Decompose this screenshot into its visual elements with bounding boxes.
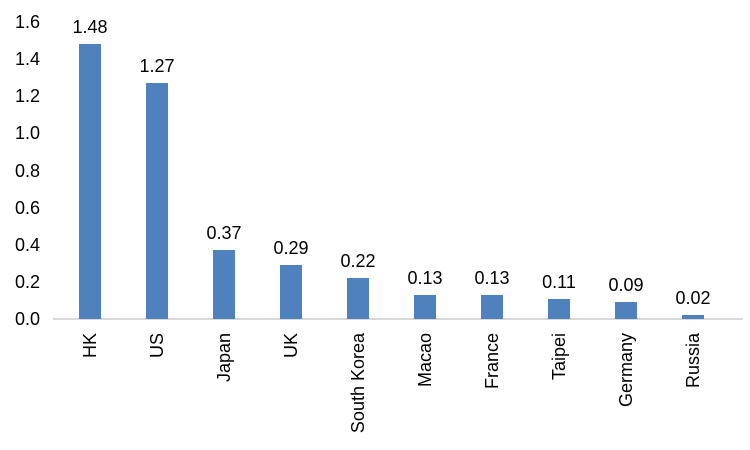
x-axis-label: Russia bbox=[683, 333, 703, 389]
y-tick-label: 1.2 bbox=[14, 86, 40, 107]
bar bbox=[213, 250, 235, 319]
x-axis-label: US bbox=[147, 333, 167, 359]
bar bbox=[548, 299, 570, 319]
x-axis-label: UK bbox=[281, 333, 301, 359]
bar-value-label: 0.13 bbox=[407, 268, 443, 288]
bar bbox=[280, 265, 302, 319]
bar-value-label: 0.09 bbox=[608, 275, 644, 295]
x-axis-label: Germany bbox=[616, 333, 636, 408]
bar-value-label: 0.13 bbox=[474, 268, 510, 288]
y-tick-label: 0.6 bbox=[14, 197, 40, 218]
x-axis-baseline bbox=[53, 318, 743, 320]
bar bbox=[481, 295, 503, 319]
x-axis-label: France bbox=[482, 333, 502, 390]
bar-value-label: 0.11 bbox=[542, 272, 576, 292]
bar bbox=[347, 278, 369, 319]
bar-value-label: 1.48 bbox=[72, 17, 108, 37]
x-axis-label: South Korea bbox=[348, 333, 368, 434]
y-tick-label: 1.6 bbox=[14, 12, 40, 32]
y-tick-label: 0.2 bbox=[14, 271, 40, 292]
x-axis-label: HK bbox=[80, 333, 100, 359]
bar-value-label: 0.02 bbox=[675, 288, 711, 308]
bar-value-label: 0.37 bbox=[206, 223, 242, 243]
x-axis-label: Japan bbox=[214, 333, 234, 383]
bar bbox=[146, 83, 168, 319]
bar-value-label: 1.27 bbox=[139, 56, 175, 76]
y-tick-label: 1.4 bbox=[14, 49, 40, 70]
y-tick-label: 0.4 bbox=[14, 234, 40, 255]
bar-value-label: 0.22 bbox=[340, 251, 376, 271]
bar-value-label: 0.29 bbox=[273, 238, 309, 258]
bar bbox=[79, 44, 101, 319]
y-tick-label: 0.0 bbox=[14, 309, 40, 329]
bar bbox=[414, 295, 436, 319]
x-axis-label: Macao bbox=[415, 333, 435, 388]
bar bbox=[682, 315, 704, 319]
bar bbox=[615, 302, 637, 319]
x-axis-label: Taipei bbox=[549, 333, 569, 381]
y-tick-label: 0.8 bbox=[14, 160, 40, 181]
y-tick-label: 1.0 bbox=[14, 123, 40, 144]
